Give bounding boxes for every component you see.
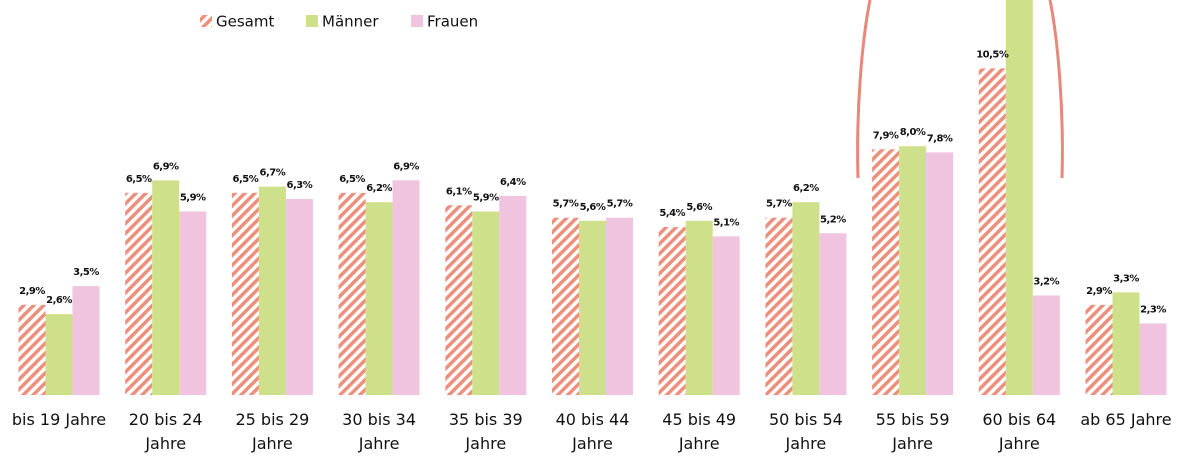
bar bbox=[1112, 292, 1140, 395]
bar bbox=[978, 68, 1006, 395]
value-label: 6,2% bbox=[366, 183, 392, 194]
legend-label: Gesamt bbox=[216, 13, 274, 31]
bar bbox=[1139, 323, 1167, 395]
bar bbox=[1032, 295, 1060, 395]
bar bbox=[872, 149, 900, 395]
value-label: 6,4% bbox=[500, 177, 526, 188]
value-label: 6,9% bbox=[153, 161, 179, 172]
value-label: 2,9% bbox=[19, 286, 45, 297]
value-label: 6,5% bbox=[126, 174, 152, 185]
bar bbox=[685, 220, 713, 395]
value-label: 3,2% bbox=[1033, 276, 1059, 287]
value-label: 5,9% bbox=[473, 192, 499, 203]
value-label: 6,5% bbox=[233, 174, 259, 185]
legend-label: Männer bbox=[322, 13, 379, 31]
value-label: 3,5% bbox=[73, 267, 99, 278]
bar bbox=[819, 233, 847, 395]
value-label: 7,8% bbox=[927, 133, 953, 144]
bar bbox=[1085, 304, 1113, 395]
value-label: 6,7% bbox=[260, 168, 286, 179]
value-label: 5,6% bbox=[580, 202, 606, 213]
bar bbox=[338, 192, 366, 395]
value-label: 8,0% bbox=[900, 127, 926, 138]
value-label: 5,6% bbox=[686, 202, 712, 213]
bar bbox=[18, 304, 46, 395]
bar bbox=[365, 202, 393, 395]
legend-swatch bbox=[200, 15, 212, 27]
bar bbox=[472, 211, 500, 395]
value-label: 2,9% bbox=[1086, 286, 1112, 297]
bar bbox=[231, 192, 259, 395]
bar bbox=[926, 152, 954, 395]
value-label: 6,5% bbox=[339, 174, 365, 185]
value-label: 5,9% bbox=[180, 192, 206, 203]
value-label: 5,4% bbox=[659, 208, 685, 219]
value-label: 6,1% bbox=[446, 186, 472, 197]
value-label: 2,6% bbox=[46, 295, 72, 306]
x-tick-label: 35 bis 39 Jahre bbox=[448, 410, 523, 453]
legend-swatch bbox=[411, 15, 423, 27]
bar bbox=[658, 227, 686, 395]
legend-swatch bbox=[306, 15, 318, 27]
bar bbox=[179, 211, 207, 395]
x-tick-label: 45 bis 49 Jahre bbox=[662, 410, 737, 453]
value-label: 5,1% bbox=[713, 217, 739, 228]
highlight-bracket bbox=[856, 0, 872, 179]
x-tick-label: 55 bis 59 Jahre bbox=[875, 410, 950, 453]
bar bbox=[552, 217, 579, 395]
bar bbox=[258, 186, 286, 395]
x-tick-label: 20 bis 24 Jahre bbox=[128, 410, 203, 453]
bar bbox=[765, 217, 793, 395]
value-label: 5,7% bbox=[607, 199, 633, 210]
x-tick-label: bis 19 Jahre bbox=[11, 410, 107, 429]
x-tick-label: 30 bis 34 Jahre bbox=[342, 410, 416, 453]
value-label: 6,9% bbox=[393, 161, 419, 172]
x-tick-label: 60 bis 64 Jahre bbox=[982, 410, 1057, 453]
highlight-bracket bbox=[1048, 0, 1064, 179]
bar bbox=[445, 205, 473, 395]
value-label: 5,2% bbox=[820, 214, 846, 225]
bar bbox=[792, 202, 820, 395]
bar bbox=[712, 236, 740, 395]
value-label: 5,7% bbox=[553, 199, 579, 210]
value-label: 6,3% bbox=[287, 180, 313, 191]
value-label: 7,9% bbox=[873, 130, 899, 141]
x-tick-label: 50 bis 54 Jahre bbox=[768, 410, 843, 453]
bar bbox=[606, 217, 633, 395]
bar bbox=[579, 220, 606, 395]
value-label: 10,5% bbox=[976, 49, 1009, 60]
x-tick-label: ab 65 Jahre bbox=[1080, 410, 1172, 429]
bar bbox=[392, 180, 420, 395]
bar bbox=[1005, 0, 1033, 396]
bar bbox=[72, 286, 100, 395]
value-label: 5,7% bbox=[766, 199, 792, 210]
bar bbox=[899, 146, 927, 395]
bars bbox=[18, 0, 1167, 396]
value-label: 2,3% bbox=[1140, 304, 1166, 315]
bar bbox=[285, 199, 313, 395]
bar bbox=[125, 192, 153, 395]
x-tick-label: 25 bis 29 Jahre bbox=[235, 410, 310, 453]
x-tick-label: 40 bis 44 Jahre bbox=[555, 410, 630, 453]
value-label: 6,2% bbox=[793, 183, 819, 194]
bar bbox=[45, 314, 73, 395]
bar bbox=[499, 195, 527, 395]
value-label: 3,3% bbox=[1113, 273, 1139, 284]
bar bbox=[152, 180, 180, 395]
legend-label: Frauen bbox=[427, 13, 478, 31]
